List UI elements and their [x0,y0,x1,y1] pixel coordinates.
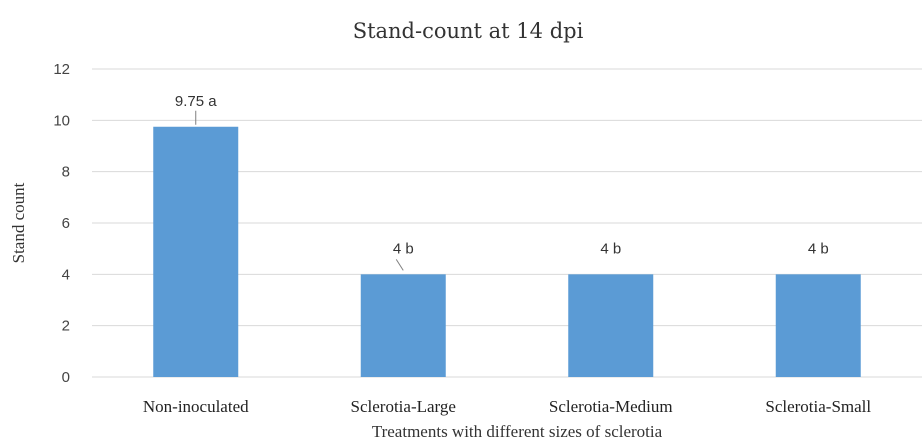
y-tick-label: 2 [62,318,70,335]
data-labels: 9.75 a 4 b 4 b 4 b [175,93,829,271]
y-tick-label: 4 [62,266,70,283]
y-axis-title: Stand count [9,182,28,263]
x-category-label: Sclerotia-Large [351,397,456,416]
x-category-label: Non-inoculated [143,397,249,416]
x-axis-title: Treatments with different sizes of scler… [372,422,663,441]
bar [568,274,654,377]
data-label: 4 b [808,240,829,257]
y-tick-label: 8 [62,164,70,181]
y-axis-ticks: 0 2 4 6 8 10 12 [53,61,70,386]
y-tick-label: 0 [62,369,70,386]
x-category-label: Sclerotia-Small [765,397,871,416]
y-tick-label: 10 [53,112,70,129]
data-label: 4 b [600,240,621,257]
bar [775,274,861,377]
x-category-label: Sclerotia-Medium [549,397,673,416]
y-tick-label: 12 [53,61,70,78]
bar [153,126,239,377]
data-label: 4 b [393,240,414,257]
data-label: 9.75 a [175,93,217,110]
label-leader-line [395,259,404,271]
bar [360,274,446,377]
y-tick-label: 6 [62,215,70,232]
x-axis-categories: Non-inoculated Sclerotia-Large Sclerotia-M… [143,397,872,416]
chart-title: Stand-count at 14 dpi [353,19,584,43]
bars [153,126,861,377]
